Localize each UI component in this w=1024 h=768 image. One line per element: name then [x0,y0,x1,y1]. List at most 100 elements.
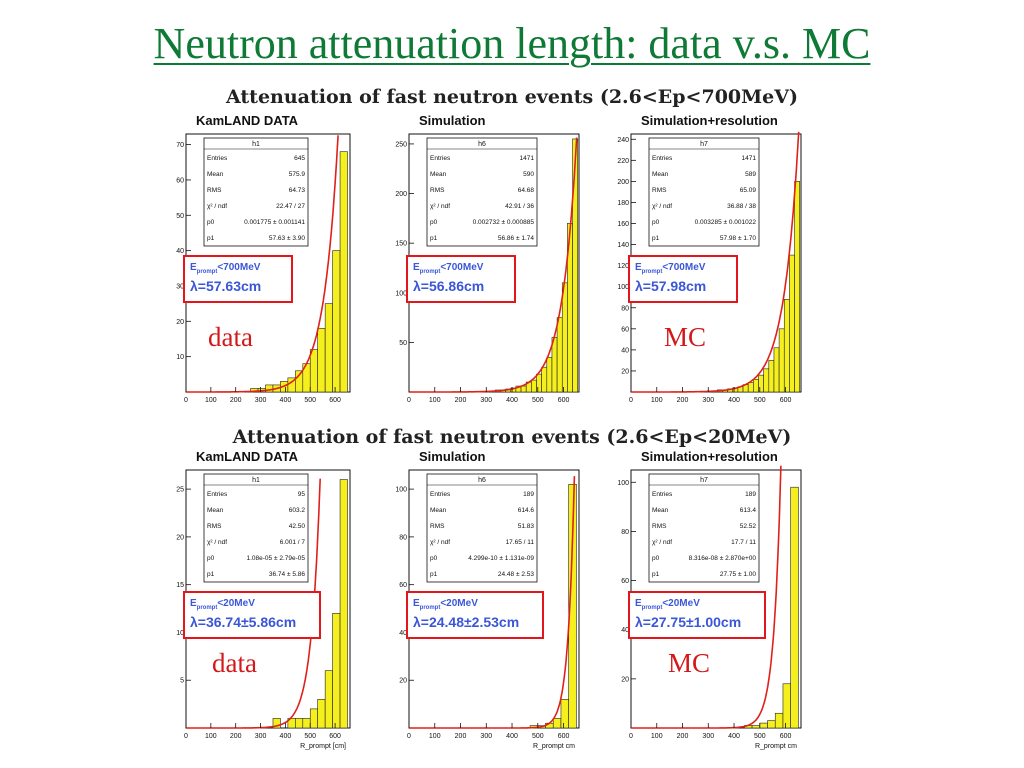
histogram-bin [536,373,542,393]
y-tick-label: 140 [617,242,629,249]
stats-key: p0 [652,219,660,226]
histogram-bin [790,486,799,729]
stats-hist-name: h6 [478,477,486,484]
stats-key: χ² / ndf [430,203,450,210]
histogram-bin [773,347,780,393]
y-tick-label: 20 [621,368,629,375]
histogram-bin [759,722,768,729]
x-tick-label: 400 [728,397,740,404]
plot-title: Simulation+resolution [641,449,778,464]
stats-key: RMS [430,523,445,530]
x-tick-label: 500 [532,397,544,404]
stats-value: 4.299e-10 ± 1.131e-09 [468,555,534,562]
stats-value: 575.9 [289,171,306,178]
stats-value: 64.73 [289,187,306,194]
histogram-bin [520,385,527,393]
x-tick-label: 100 [651,733,663,740]
plot-title: KamLAND DATA [196,449,299,464]
y-tick-label: 30 [176,283,184,290]
histogram-bin [302,718,311,729]
stats-key: RMS [652,187,667,194]
x-tick-label: 500 [304,397,316,404]
y-tick-label: 20 [176,534,184,541]
x-tick-label: 300 [255,397,267,404]
stats-hist-name: h7 [700,477,708,484]
y-tick-label: 250 [395,141,407,148]
stats-value: 57.63 ± 3.90 [269,235,305,242]
histogram-bin [309,349,318,393]
histogram-panel-6: Simulation+resolution 0 100 200 300 400 500 600… [617,449,802,750]
y-tick-label: 240 [617,137,629,144]
y-tick-label: 70 [176,142,184,149]
histogram-panel-1: KamLAND DATA 0 100 200 300 400 500 600 10 20 30 40 5… [176,113,351,404]
histogram-bin [272,718,281,729]
fit-curve [186,135,339,393]
stats-value: 17.65 / 11 [506,539,535,546]
histogram-bin [317,699,326,729]
fit-result-box [628,591,766,639]
y-tick-label: 80 [621,305,629,312]
x-tick-label: 500 [754,733,766,740]
y-tick-label: 100 [617,284,629,291]
stats-hist-name: h6 [478,141,486,148]
stats-key: Mean [207,171,224,178]
histogram-bin [531,379,537,393]
stats-key: χ² / ndf [652,203,672,210]
histogram-bin [778,328,785,393]
y-tick-label: 160 [617,221,629,228]
stats-value: 1.08e-05 ± 2.79e-05 [247,555,306,562]
y-tick-label: 120 [617,263,629,270]
fit-lambda-value: λ=24.48±2.53cm [413,614,519,630]
stats-key: Entries [652,491,673,498]
y-tick-label: 100 [617,480,629,487]
x-tick-label: 300 [702,733,714,740]
stats-value: 42.50 [289,523,306,530]
histogram-bin [295,718,304,729]
slide-title: Neutron attenuation length: data v.s. MC [153,19,871,68]
histogram-bin [309,708,318,729]
histogram-bin [324,303,333,393]
histogram-bin [556,317,563,393]
stats-value: 614.6 [518,507,535,514]
stats-key: p1 [207,571,215,578]
stats-value: 589 [745,171,756,178]
fit-curve [409,137,578,393]
x-tick-label: 600 [329,733,341,740]
stats-box [203,473,309,583]
plot-title: Simulation [419,449,486,464]
stats-value: 64.68 [518,187,535,194]
x-tick-label: 300 [702,397,714,404]
y-tick-label: 5 [180,678,184,685]
histogram-bin [568,484,577,729]
histogram-bin [782,683,791,729]
stats-key: Entries [207,491,228,498]
y-tick-label: 200 [617,179,629,186]
stats-value: 603.2 [289,507,306,514]
x-tick-label: 600 [558,733,570,740]
section-title-1: Attenuation of fast neutron events (2.6<… [225,86,798,108]
row2-mc-label: MC [668,648,711,678]
fit-curve [409,476,576,729]
stats-key: p1 [207,235,215,242]
stats-key: Mean [652,171,669,178]
x-tick-label: 300 [480,397,492,404]
stats-key: p0 [652,555,660,562]
x-tick-label: 200 [230,397,242,404]
stats-box [648,473,760,583]
x-axis-label: R_prompt [cm] [300,743,346,750]
histogram-bin [560,699,569,729]
histogram-bin [546,356,553,393]
x-tick-label: 600 [780,397,792,404]
stats-key: p1 [652,235,660,242]
plot-title: KamLAND DATA [196,113,299,128]
stats-key: χ² / ndf [652,539,672,546]
stats-value: 22.47 / 27 [276,203,305,210]
fit-energy-label: Eprompt<700MeV [413,262,484,275]
stats-key: p0 [430,219,438,226]
x-tick-label: 0 [407,397,411,404]
x-tick-label: 400 [280,733,292,740]
x-tick-label: 400 [728,733,740,740]
x-tick-label: 200 [230,733,242,740]
x-tick-label: 0 [629,397,633,404]
